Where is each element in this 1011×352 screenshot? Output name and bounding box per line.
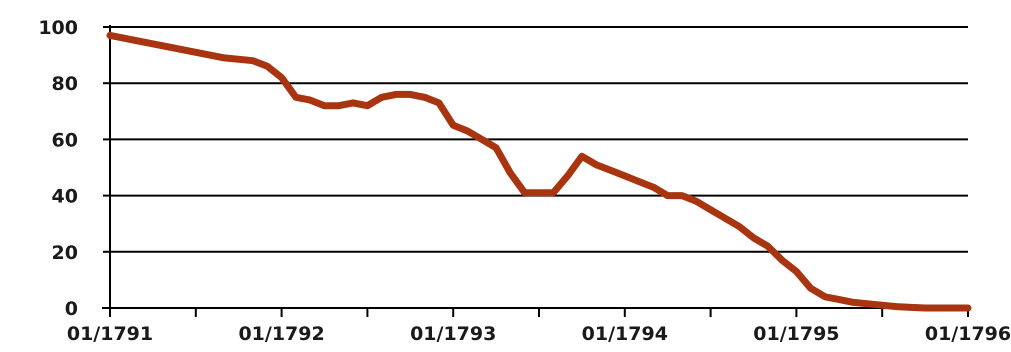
x-tick-label: 01/1796 <box>925 323 1011 345</box>
y-tick-label: 0 <box>65 298 78 320</box>
x-tick-label: 01/1795 <box>753 323 839 345</box>
x-tick-label: 01/1791 <box>67 323 153 345</box>
y-tick-label: 20 <box>52 242 78 264</box>
axes <box>102 25 969 317</box>
tick-labels: 0 20 40 60 80 100 01/1791 01/1792 01/1793 01/1794… <box>38 17 1011 345</box>
x-tick-label: 01/1793 <box>410 323 496 345</box>
x-tick-label: 01/1794 <box>582 323 668 345</box>
gridlines <box>110 26 968 253</box>
y-tick-label: 60 <box>52 129 78 151</box>
y-tick-label: 40 <box>52 186 78 208</box>
series-layer <box>106 31 972 312</box>
series-line <box>106 31 972 312</box>
y-tick-label: 80 <box>52 73 78 95</box>
y-tick-label: 100 <box>38 17 78 39</box>
x-tick-label: 01/1792 <box>238 323 324 345</box>
